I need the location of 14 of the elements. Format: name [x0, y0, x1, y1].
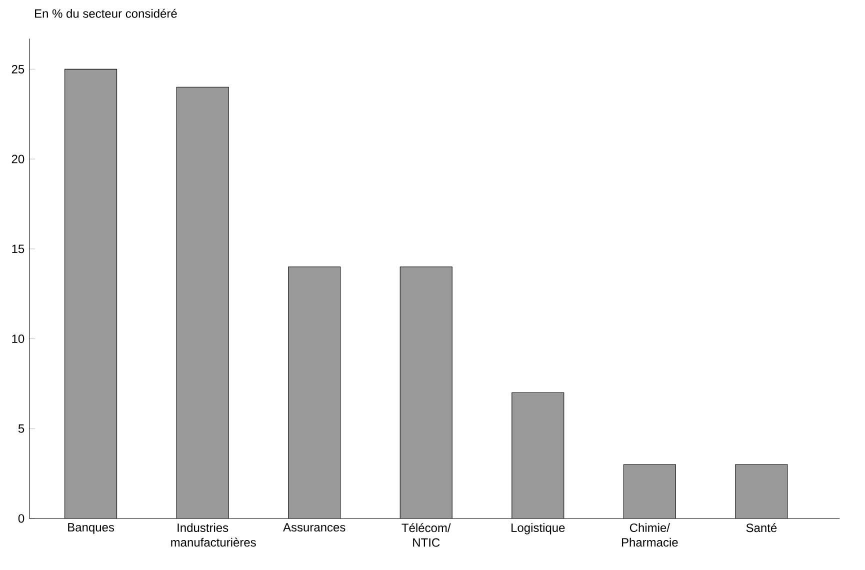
x-tick-label: Chimie/ Pharmacie [622, 522, 678, 546]
y-tick-label: 0 [18, 514, 24, 522]
x-tick-label: Assurances [283, 522, 346, 532]
x-tick-label: Santé [746, 522, 777, 532]
y-tick-label: 15 [12, 244, 24, 253]
y-tick-label: 20 [12, 154, 24, 164]
x-tick-label: Industries manufacturières [171, 522, 256, 546]
x-tick-label: Logistique [512, 522, 565, 534]
x-tick-label: Télécom/ NTIC [402, 522, 451, 547]
y-tick-label: 25 [12, 64, 24, 74]
x-tick-label: Banques [68, 522, 114, 534]
y-axis-title: En % du secteur considéré [35, 8, 177, 18]
y-tick-label: 10 [12, 334, 24, 343]
y-tick-label: 5 [18, 424, 24, 433]
